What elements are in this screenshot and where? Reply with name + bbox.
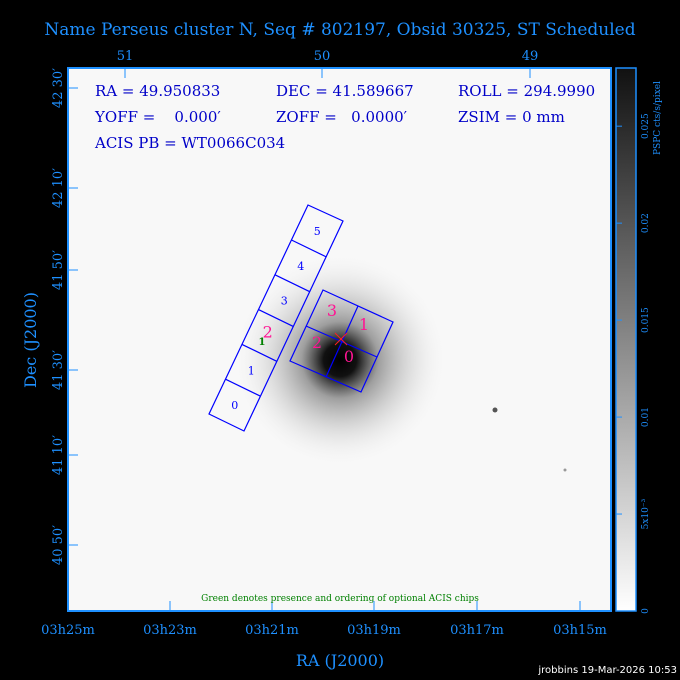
colorbar-label: PSPC cts/s/pixel bbox=[653, 81, 663, 155]
acis-i-chip-label: 2 bbox=[312, 333, 322, 352]
x-top-tick-label: 49 bbox=[522, 49, 539, 64]
acis-s-chip-label: 1 bbox=[248, 364, 255, 377]
plot-frame bbox=[67, 67, 612, 612]
acis-s-chip-label: 0 bbox=[231, 399, 238, 412]
colorbar-tick-label: 5x10⁻³ bbox=[641, 498, 651, 529]
dec-value: DEC = 41.589667 bbox=[276, 82, 414, 100]
colorbar-tick-label: 0 bbox=[641, 608, 651, 614]
roll-value: ROLL = 294.9990 bbox=[458, 82, 595, 100]
x-tick-label: 03h25m bbox=[41, 623, 95, 638]
footer-stamp: jrobbins 19-Mar-2026 10:53 bbox=[537, 665, 677, 676]
acis-s-chip-label: 2 bbox=[263, 323, 273, 342]
chart-title: Name Perseus cluster N, Seq # 802197, Ob… bbox=[44, 20, 635, 40]
x-tick-label: 03h19m bbox=[347, 623, 401, 638]
colorbar-tick-label: 0.02 bbox=[641, 213, 651, 233]
zsim-value: ZSIM = 0 mm bbox=[458, 108, 565, 126]
y-tick-label: 41 10′ bbox=[51, 435, 66, 475]
x-tick-label: 03h21m bbox=[245, 623, 299, 638]
point-source bbox=[563, 468, 567, 472]
y-tick-label: 42 30′ bbox=[51, 68, 66, 108]
acis-s-chip-divider bbox=[241, 343, 278, 362]
x-tick-label: 03h17m bbox=[450, 623, 504, 638]
colorbar-tick-label: 0.025 bbox=[641, 113, 651, 139]
x-tick-label: 03h23m bbox=[143, 623, 197, 638]
zoff-value: ZOFF = 0.0000′ bbox=[276, 108, 408, 126]
acis-s-chip-divider bbox=[291, 239, 327, 258]
x-tick-label: 03h15m bbox=[553, 623, 607, 638]
optional-chip-label: 1 bbox=[259, 337, 266, 348]
axis-ticks bbox=[67, 68, 581, 611]
ra-value: RA = 49.950833 bbox=[95, 82, 220, 100]
acis-s-chip-label: 5 bbox=[314, 225, 321, 238]
y-tick-label: 41 30′ bbox=[51, 350, 66, 390]
colorbar-tick-label: 0.015 bbox=[641, 307, 651, 333]
y-axis-label: Dec (J2000) bbox=[21, 292, 40, 388]
acis-i-chip-label: 1 bbox=[359, 315, 369, 334]
acis-s-chip-label: 3 bbox=[281, 295, 288, 308]
x-axis-label: RA (J2000) bbox=[296, 651, 384, 670]
acis-i-outline bbox=[289, 289, 394, 393]
acis-i-array bbox=[289, 289, 394, 393]
acis-s-chip-divider bbox=[274, 274, 311, 293]
x-top-tick-label: 50 bbox=[314, 49, 331, 64]
point-source bbox=[492, 407, 498, 413]
acis-s-chip-divider bbox=[225, 378, 261, 397]
x-top-tick-label: 51 bbox=[117, 49, 134, 64]
acis-i-chip-label: 3 bbox=[327, 301, 337, 320]
cluster-emission bbox=[230, 250, 450, 470]
aimpoint-marker bbox=[334, 332, 348, 346]
acis-s-chip-divider bbox=[258, 309, 294, 328]
colorbar-tick-label: 0.01 bbox=[641, 407, 651, 427]
optional-chips-note: Green denotes presence and ordering of o… bbox=[201, 594, 479, 604]
y-tick-label: 41 50′ bbox=[51, 250, 66, 290]
yoff-value: YOFF = 0.000′ bbox=[94, 108, 221, 126]
y-tick-label: 40 50′ bbox=[51, 525, 66, 565]
acis-i-chip-label: 0 bbox=[344, 347, 354, 366]
colorbar bbox=[615, 67, 637, 612]
acis-pb-value: ACIS PB = WT0066C034 bbox=[94, 134, 285, 152]
acis-s-outline bbox=[208, 204, 344, 432]
y-tick-label: 42 10′ bbox=[51, 168, 66, 208]
acis-s-array bbox=[208, 204, 344, 432]
acis-s-chip-label: 4 bbox=[297, 260, 304, 273]
